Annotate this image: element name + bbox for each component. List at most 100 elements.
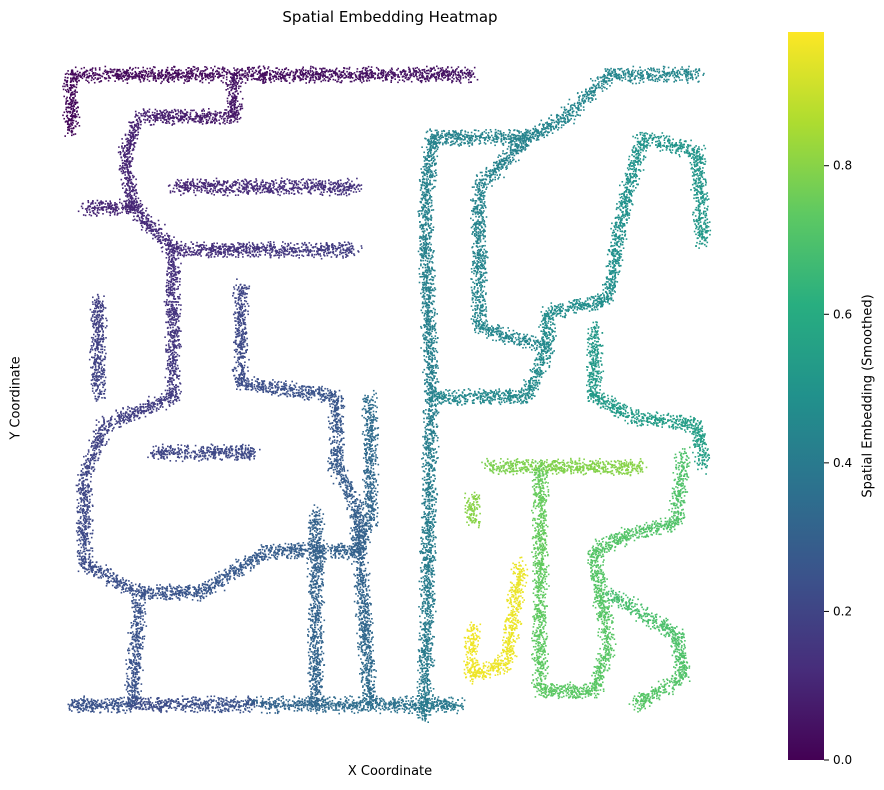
heatmap-cell (205, 66, 208, 69)
heatmap-cell (152, 595, 154, 597)
heatmap-cell (451, 76, 454, 79)
heatmap-cell (143, 410, 145, 413)
heatmap-cell (209, 584, 211, 587)
heatmap-cell (237, 71, 240, 74)
heatmap-cell (237, 559, 240, 561)
heatmap-cell (263, 73, 266, 76)
heatmap-cell (282, 550, 284, 552)
heatmap-cell (215, 583, 218, 585)
heatmap-cell (359, 73, 361, 75)
heatmap-cell (200, 587, 203, 589)
heatmap-cell (149, 71, 152, 74)
heatmap-cell (365, 456, 367, 459)
heatmap-cell (173, 273, 176, 276)
heatmap-cell (367, 525, 370, 528)
heatmap-cell (169, 300, 171, 303)
heatmap-cell (323, 70, 326, 73)
heatmap-cell (234, 566, 236, 568)
heatmap-cell (361, 67, 364, 70)
heatmap-cell (89, 549, 91, 552)
heatmap-cell (87, 561, 90, 564)
heatmap-cell (130, 142, 132, 145)
heatmap-cell (94, 439, 97, 441)
heatmap-cell (165, 115, 167, 118)
heatmap-cell (462, 77, 465, 79)
heatmap-cell (149, 406, 151, 408)
heatmap-cell (372, 462, 375, 465)
heatmap-cell (219, 575, 221, 578)
heatmap-cell (195, 111, 197, 114)
heatmap-cell (408, 71, 410, 73)
heatmap-cell (168, 340, 170, 343)
heatmap-cell (65, 98, 68, 100)
heatmap-cell (75, 530, 78, 532)
heatmap-cell (206, 68, 209, 70)
heatmap-cell (92, 457, 94, 460)
heatmap-cell (255, 70, 258, 73)
heatmap-cell (176, 374, 178, 376)
heatmap-cell (399, 71, 402, 73)
heatmap-cell (176, 586, 178, 588)
heatmap-cell (67, 129, 69, 131)
heatmap-cell (79, 542, 82, 545)
heatmap-cell (184, 78, 186, 81)
heatmap-cell (109, 70, 112, 73)
heatmap-cell (152, 77, 155, 80)
heatmap-cell (361, 77, 364, 79)
heatmap-cell (66, 111, 69, 114)
heatmap-cell (182, 74, 184, 77)
heatmap-cell (155, 410, 158, 412)
heatmap-cell (168, 71, 170, 74)
heatmap-cell (370, 69, 372, 71)
heatmap-cell (70, 80, 72, 82)
heatmap-cell (134, 414, 137, 417)
heatmap-cell (263, 557, 266, 559)
heatmap-cell (294, 547, 297, 550)
heatmap-cell (168, 345, 170, 347)
heatmap-cell (178, 296, 180, 298)
heatmap-cell (86, 532, 89, 534)
heatmap-cell (470, 75, 473, 78)
heatmap-cell (86, 70, 89, 72)
heatmap-cell (170, 293, 172, 295)
heatmap-cell (91, 444, 93, 447)
heatmap-cell (261, 548, 264, 551)
heatmap-cell (375, 417, 377, 419)
heatmap-cell (121, 585, 124, 587)
heatmap-cell (84, 491, 87, 493)
heatmap-cell (168, 76, 170, 78)
heatmap-cell (415, 73, 417, 75)
heatmap-cell (111, 577, 114, 580)
heatmap-cell (88, 543, 90, 545)
heatmap-cell (106, 420, 109, 423)
heatmap-cell (418, 77, 421, 79)
heatmap-cell (171, 78, 174, 80)
heatmap-cell (179, 343, 182, 346)
heatmap-cell (168, 292, 171, 294)
heatmap-cell (164, 122, 167, 124)
heatmap-cell (387, 72, 389, 74)
heatmap-cell (169, 346, 172, 348)
heatmap-cell (243, 574, 245, 576)
heatmap-cell (171, 124, 173, 126)
heatmap-cell (196, 70, 199, 73)
heatmap-cell (339, 81, 341, 84)
heatmap-cell (162, 591, 164, 594)
heatmap-cell (190, 72, 193, 75)
heatmap-cell (308, 72, 311, 75)
heatmap-cell (64, 135, 66, 137)
heatmap-cell (122, 419, 124, 422)
heatmap-cell (120, 410, 122, 413)
heatmap-cell (161, 114, 164, 116)
heatmap-cell (120, 582, 123, 584)
heatmap-cell (165, 593, 168, 596)
heatmap-cell (193, 594, 195, 596)
heatmap-cell (128, 151, 130, 154)
heatmap-cell (370, 489, 373, 492)
heatmap-cell (161, 250, 164, 253)
heatmap-cell (136, 74, 139, 76)
heatmap-cell (272, 554, 275, 556)
heatmap-cell (130, 203, 132, 206)
heatmap-cell (137, 72, 140, 75)
heatmap-cell (176, 75, 179, 78)
